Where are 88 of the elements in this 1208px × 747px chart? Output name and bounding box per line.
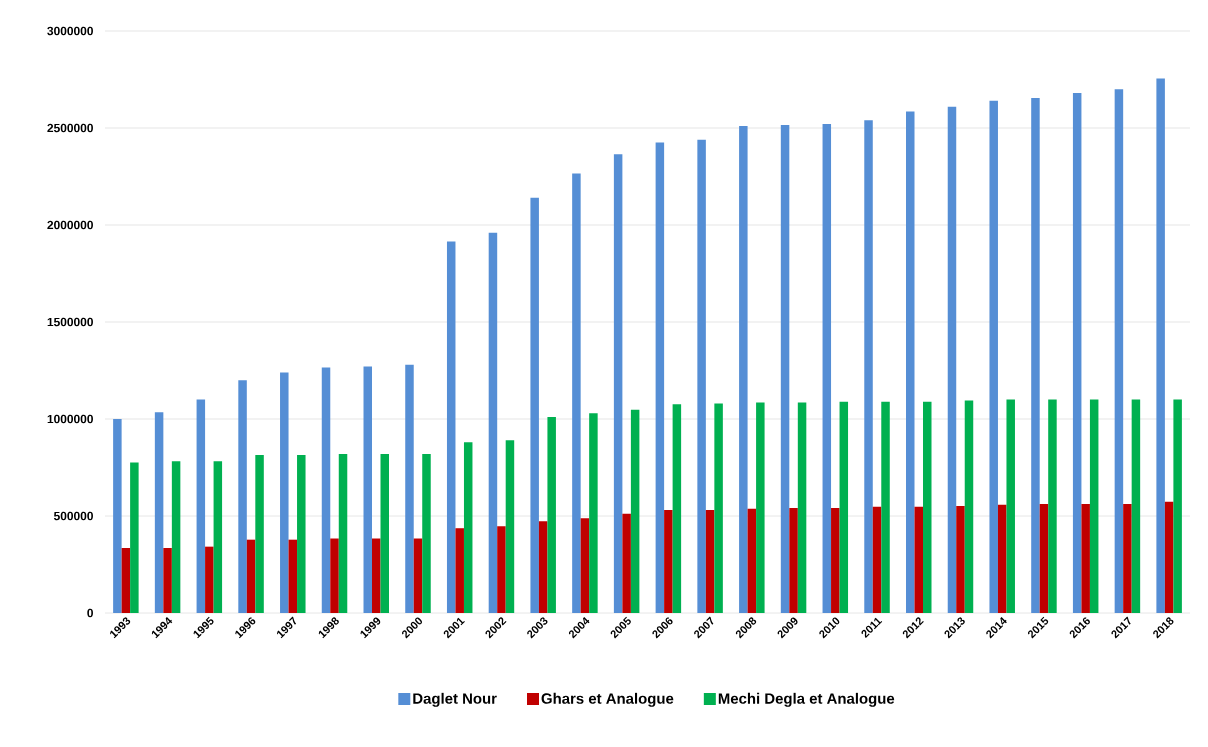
bar [1072,93,1082,613]
legend-label: Mechi Degla et Analogue [718,692,895,707]
bar [655,142,665,613]
bar [446,241,456,613]
y-tick-label: 500000 [53,511,93,521]
bar [580,518,590,613]
bar [213,461,223,613]
bar [246,539,256,613]
bar [697,139,706,613]
bar [756,402,765,613]
y-tick-label: 0 [87,608,93,618]
bar [154,412,164,613]
bar [113,419,122,613]
bar [589,413,598,613]
bar [914,506,923,613]
bar [923,401,932,613]
bar [547,417,556,613]
bar [1173,399,1182,613]
bar [1164,501,1174,613]
bar [947,106,957,613]
bar [380,454,389,613]
bar [321,367,331,613]
bar [205,546,214,613]
bar [280,372,289,613]
legend-label: Ghars et Analogue [541,692,674,707]
bar [864,120,873,613]
y-tick-label: 3000000 [47,26,93,36]
bar [964,400,974,613]
bar [1131,399,1141,613]
bar [405,364,414,613]
bar [797,402,807,613]
bar [872,506,882,613]
bar [538,521,548,613]
bar [163,548,172,613]
bar [664,509,673,613]
bar [463,442,473,613]
bar [822,124,832,613]
bar [630,409,640,613]
y-tick-label: 1000000 [47,414,93,424]
bar [1006,399,1015,613]
bar [831,508,840,613]
bar [121,548,131,613]
bar [338,454,348,613]
bar [881,401,890,613]
bar [1114,89,1124,613]
bar [422,454,431,613]
bar [989,100,998,613]
bar [613,154,623,613]
bar [497,526,506,613]
bar [505,440,515,613]
bar [1039,503,1049,613]
bar [372,538,381,613]
bar [288,539,298,613]
bar [130,462,139,613]
bar [1123,503,1132,613]
y-tick-label: 2500000 [47,123,93,133]
bar [1156,78,1165,613]
legend-label: Daglet Nour [413,692,497,707]
bar [839,401,849,613]
bar [572,173,581,613]
bar [705,509,715,613]
bar [672,404,682,613]
bar [906,111,915,613]
bar [622,513,631,613]
bar [1089,399,1099,613]
y-tick-label: 1500000 [47,317,93,327]
bar [171,461,181,613]
bar [413,538,423,613]
bar [330,538,339,613]
bar [747,508,757,613]
bar [455,528,464,613]
bar [789,508,798,613]
y-tick-label: 2000000 [47,220,93,230]
bar [1081,503,1090,613]
bar [1048,399,1057,613]
bar [956,505,965,613]
bar [255,455,264,613]
bar [297,455,306,613]
bar [714,403,723,613]
bar [196,399,206,613]
bar [363,366,372,613]
bar [530,197,539,613]
bar [238,380,247,613]
bar [780,125,790,613]
bar [1031,97,1040,613]
bar [488,232,498,613]
bar [739,126,748,613]
bar [997,504,1007,613]
